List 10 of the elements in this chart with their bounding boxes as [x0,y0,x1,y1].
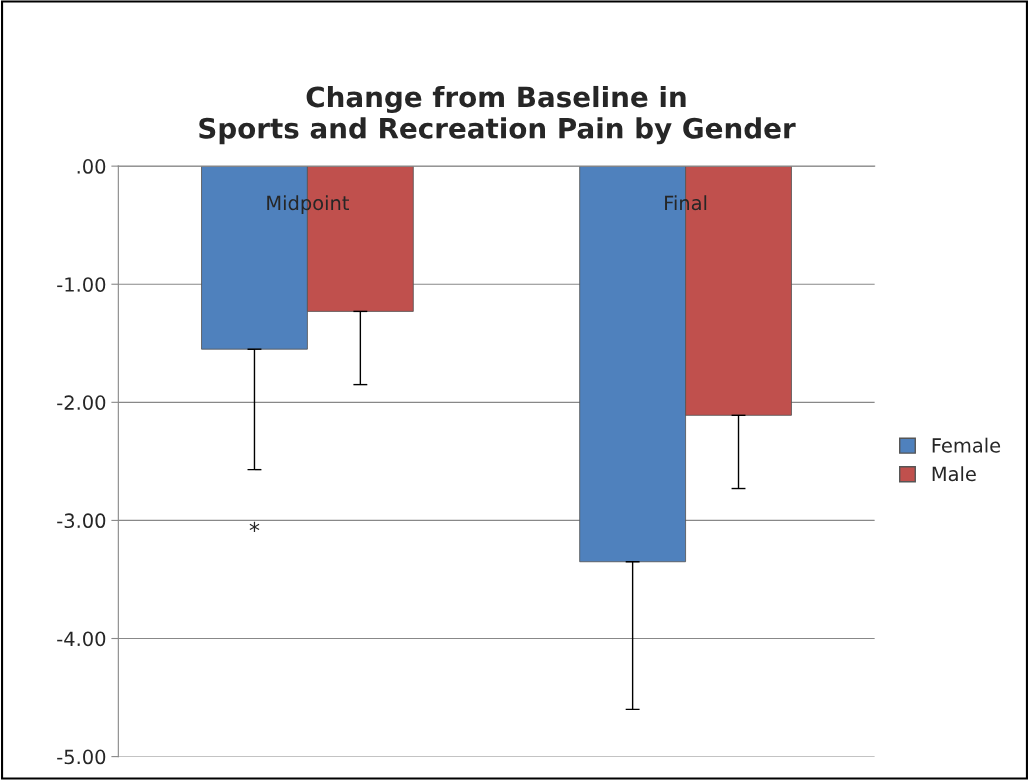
y-tick-label: -5.00 [57,749,106,765]
annotation: * [249,521,260,532]
legend-label: Male [932,466,976,482]
chart-title: Change from Baseline in Sports and Recreation Pain by Gender [199,85,796,145]
y-tick-label: -4.00 [57,631,106,647]
y-tick-label: .00 [77,159,106,174]
y-tick-label: -2.00 [57,395,106,410]
legend-label: Female [932,437,1001,453]
y-tick-label: -3.00 [57,513,106,529]
y-tick-label: -1.00 [57,277,106,292]
